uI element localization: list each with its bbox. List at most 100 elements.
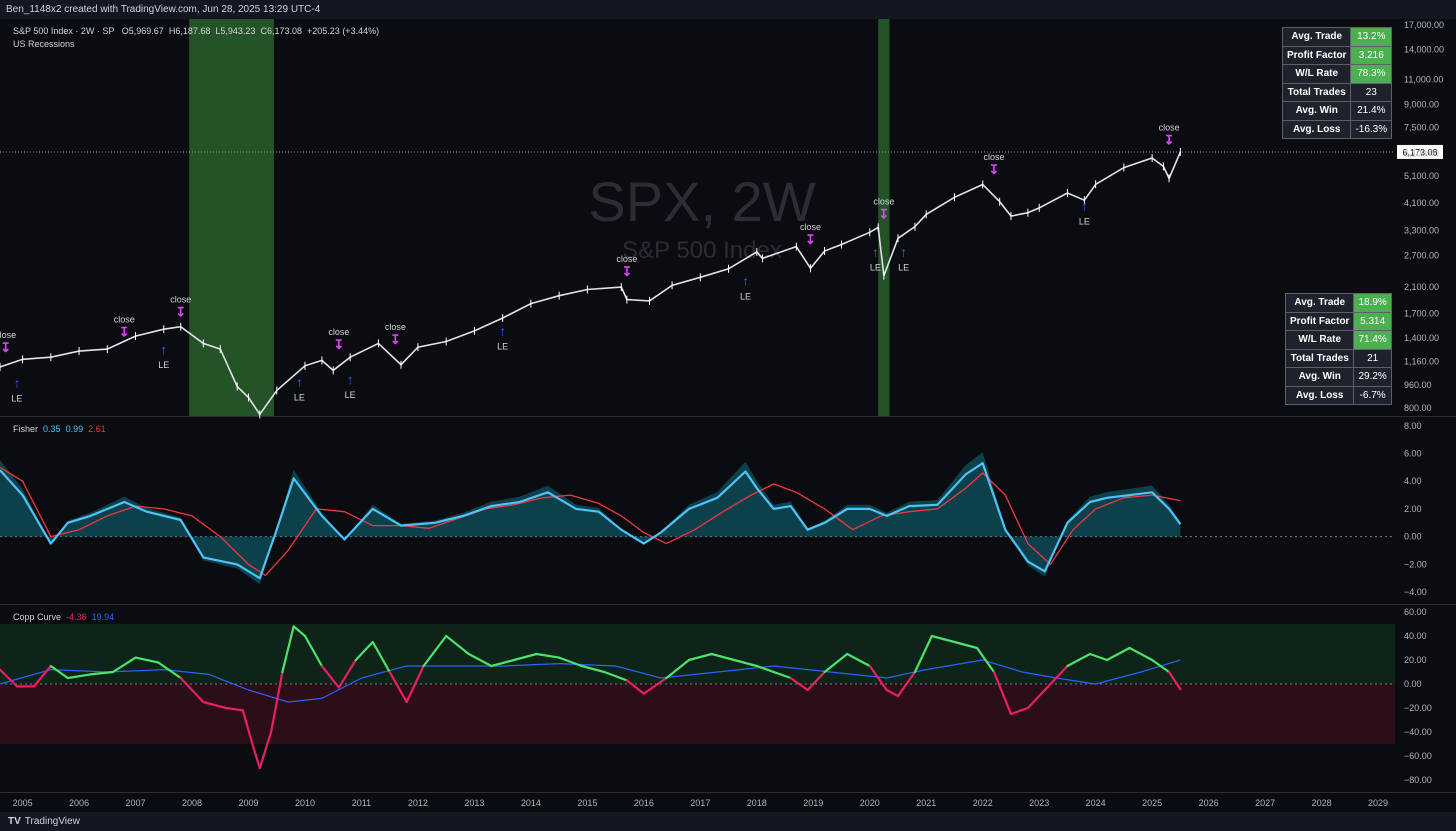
copp-curve-segment <box>885 688 900 698</box>
copp-curve-segment <box>1105 646 1131 662</box>
stats-bottom-label: Avg. Win <box>1284 367 1355 387</box>
copp-curve-segment <box>281 625 295 674</box>
y-tick-label: 3,300.00 <box>1404 225 1439 235</box>
close-label: close <box>0 330 16 340</box>
copp-curve-segment <box>49 664 69 680</box>
copp-curve-segment <box>371 640 391 674</box>
y-tick-label: 800.00 <box>1404 403 1432 413</box>
copp-curve-segment <box>292 625 307 638</box>
copp-curve-segment <box>789 676 809 692</box>
copp-curve-segment <box>467 652 493 668</box>
overlay-legend[interactable]: US Recessions <box>13 39 75 49</box>
close-label: close <box>800 222 821 232</box>
stats-bottom-value: 21 <box>1353 348 1392 368</box>
copp-curve-segment <box>422 634 448 668</box>
close-label: close <box>984 152 1005 162</box>
entry-label: LE <box>294 392 305 402</box>
copp-v2: 19.94 <box>91 612 115 622</box>
recession-band <box>878 19 890 416</box>
chart-area[interactable]: SPX, 2W S&P 500 Index 6,173.08 17,000.00 14,… <box>0 19 1456 812</box>
copp-curve-segment <box>975 646 996 674</box>
entry-arrow-icon: ↑ <box>742 273 749 288</box>
stats-top-label: Avg. Trade <box>1281 27 1352 47</box>
stats-bottom-value: 5.314 <box>1353 311 1392 331</box>
entry-arrow-icon: ↑ <box>347 372 354 387</box>
ohlc-change: +205.23 (+3.44%) <box>307 26 380 36</box>
stats-bottom-label: Profit Factor <box>1284 311 1355 331</box>
stats-top-label: Total Trades <box>1281 82 1352 102</box>
exit-arrow-icon: ↧ <box>805 232 816 247</box>
copp-curve-segment <box>32 664 52 688</box>
stats-top-row: W/L Rate 78.3% <box>1281 64 1393 84</box>
copp-y-tick: 20.00 <box>1404 655 1427 665</box>
x-tick-label: 2009 <box>238 798 258 808</box>
stats-bottom-row: Profit Factor 5.314 <box>1284 311 1392 331</box>
copp-curve-segment <box>490 658 516 668</box>
entry-arrow-icon: ↑ <box>14 376 21 391</box>
x-tick-label: 2026 <box>1199 798 1219 808</box>
copp-curve-segment <box>535 652 561 659</box>
copp-curve-segment <box>202 700 228 710</box>
x-tick-label: 2007 <box>126 798 146 808</box>
x-tick-label: 2018 <box>747 798 767 808</box>
y-tick-label: 11,000.00 <box>1404 75 1443 85</box>
copp-y-tick: −40.00 <box>1404 727 1432 737</box>
stats-bottom-row: Avg. Loss -6.7% <box>1284 385 1392 405</box>
stats-bottom-label: Avg. Trade <box>1284 293 1355 313</box>
y-tick-label: 2,100.00 <box>1404 282 1439 292</box>
fisher-y-tick: 4.00 <box>1404 476 1422 486</box>
close-label: close <box>328 327 349 337</box>
copp-curve-segment <box>868 664 888 692</box>
fisher-v1: 0.35 <box>43 424 61 434</box>
copp-y-tick: −60.00 <box>1404 751 1432 761</box>
fisher-legend[interactable]: Fisher 0.35 0.99 2.61 <box>13 424 106 434</box>
exit-arrow-icon: ↧ <box>989 162 1000 177</box>
close-label: close <box>170 294 191 304</box>
x-tick-label: 2014 <box>521 798 541 808</box>
copp-curve-segment <box>512 652 538 662</box>
stats-top-value: -16.3% <box>1350 119 1393 139</box>
copp-legend[interactable]: Copp Curve -4.36 19.94 <box>13 612 114 622</box>
entry-label: LE <box>158 360 169 370</box>
symbol-legend[interactable]: S&P 500 Index · 2W · SP O5,969.67 H6,187… <box>13 26 379 36</box>
copp-curve-segment <box>755 664 775 674</box>
chart-svg[interactable]: SPX, 2W S&P 500 Index 6,173.08 17,000.00 14,… <box>0 19 1456 812</box>
attribution-bar: Ben_1148x2 created with TradingView.com,… <box>0 0 1456 19</box>
copp-y-tick: 60.00 <box>1404 607 1427 617</box>
entry-arrow-icon: ↑ <box>499 324 506 339</box>
copp-signal-line <box>0 659 1181 703</box>
y-tick-label: 1,400.00 <box>1404 333 1439 343</box>
entry-label: LE <box>870 262 881 272</box>
stats-bottom-value: 18.9% <box>1353 293 1392 313</box>
x-tick-label: 2025 <box>1142 798 1162 808</box>
y-tick-label: 6,100.00 <box>1404 148 1439 158</box>
copp-title[interactable]: Copp Curve <box>13 612 62 622</box>
y-tick-label: 1,160.00 <box>1404 356 1439 366</box>
entry-arrow-icon: ↑ <box>296 374 303 389</box>
copp-curve-segment <box>896 670 917 698</box>
stats-bottom-row: Total Trades 21 <box>1284 348 1392 368</box>
stats-bottom-row: Avg. Win 29.2% <box>1284 367 1392 387</box>
fisher-y-tick: 6.00 <box>1404 448 1422 458</box>
exit-arrow-icon: ↧ <box>333 337 344 352</box>
symbol-line[interactable]: S&P 500 Index · 2W · SP <box>13 26 115 36</box>
close-label: close <box>873 197 894 207</box>
fisher-histogram <box>0 452 1181 585</box>
fisher-slow-line <box>0 466 1181 577</box>
copp-curve-segment <box>241 709 256 752</box>
x-tick-label: 2005 <box>13 798 33 808</box>
close-label: close <box>1159 122 1180 132</box>
fisher-fast-line <box>0 462 1182 580</box>
x-tick-label: 2023 <box>1029 798 1049 808</box>
fisher-title[interactable]: Fisher <box>13 424 39 434</box>
exit-arrow-icon: ↧ <box>390 332 401 347</box>
copp-curve-segment <box>1128 646 1154 662</box>
y-tick-label: 4,100.00 <box>1404 198 1439 208</box>
entry-arrow-icon: ↑ <box>1081 198 1088 213</box>
x-tick-label: 2011 <box>352 798 371 808</box>
entry-label: LE <box>497 342 508 352</box>
entry-label: LE <box>11 394 22 404</box>
y-tick-label: 5,100.00 <box>1404 171 1439 181</box>
overlay-label[interactable]: US Recessions <box>13 39 75 49</box>
stats-top-row: Profit Factor 3.216 <box>1281 45 1393 65</box>
